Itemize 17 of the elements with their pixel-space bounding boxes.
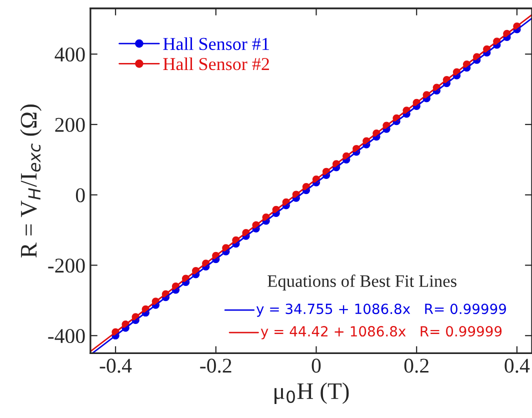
y-tick-label: -400	[48, 328, 85, 344]
annotation: Equations of Best Fit Lines	[268, 274, 456, 290]
x-tick-label: 0.4	[504, 358, 530, 373]
y-tick-label: 0	[76, 188, 85, 202]
y-tick-label: 200	[55, 118, 85, 132]
annotation: y = 44.42 + 1086.8x R= 0.99999	[260, 326, 502, 340]
x-tick-label: 0	[312, 358, 321, 373]
y-axis-title: R = V$_{H}$/I$_{exc}$ (Ω)	[20, 104, 42, 258]
x-axis-title: μ$_{0}$H (T)	[274, 382, 349, 404]
y-tick-label: 400	[54, 47, 85, 62]
x-tick-label: 0.2	[404, 358, 428, 373]
x-tick-label: -0.2	[200, 358, 232, 373]
legend-label: Hall Sensor #2	[163, 57, 269, 70]
annotation: y = 34.755 + 1086.8x R= 0.99999	[256, 304, 506, 317]
legend-label: Hall Sensor #1	[163, 37, 269, 50]
x-tick-label: -0.4	[100, 358, 132, 373]
y-tick-label: -200	[48, 258, 85, 273]
